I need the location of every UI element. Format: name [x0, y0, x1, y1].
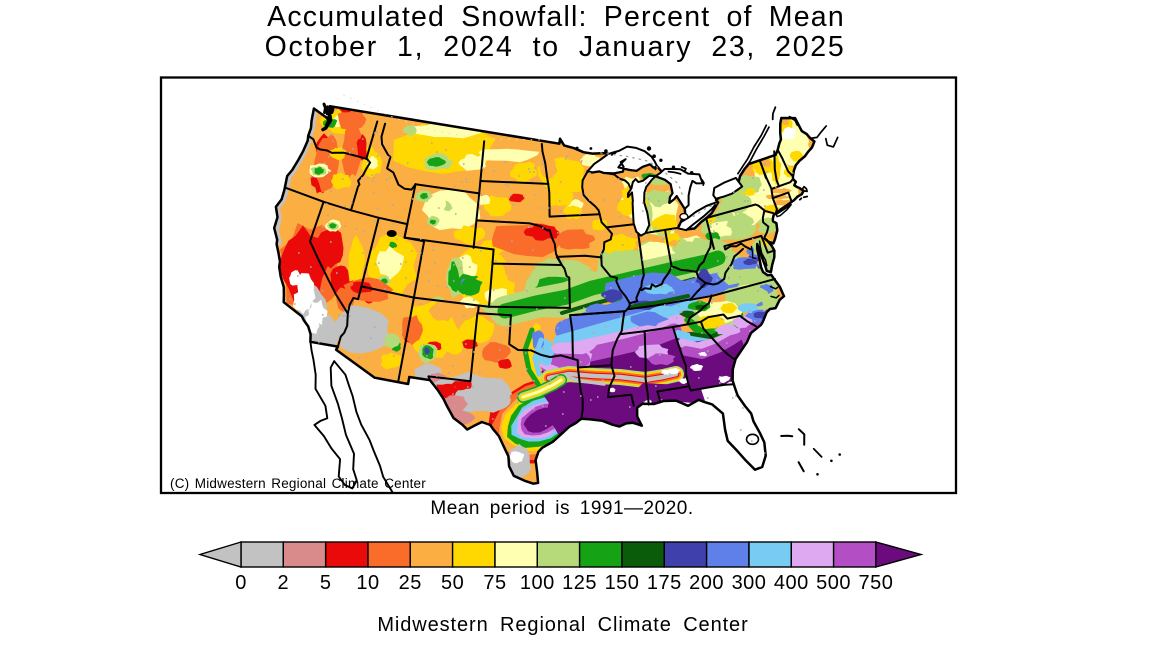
svg-text:175: 175: [647, 572, 682, 594]
svg-text:50: 50: [441, 572, 464, 594]
svg-text:750: 750: [858, 572, 893, 594]
svg-text:75: 75: [483, 572, 506, 594]
svg-text:500: 500: [816, 572, 851, 594]
svg-text:25: 25: [399, 572, 422, 594]
svg-text:Accumulated Snowfall: Percent: Accumulated Snowfall: Percent of Mean: [267, 1, 845, 33]
svg-text:0: 0: [235, 572, 247, 594]
svg-text:October 1, 2024 to January 23,: October 1, 2024 to January 23, 2025: [265, 31, 846, 63]
svg-text:10: 10: [356, 572, 379, 594]
svg-text:2: 2: [277, 572, 289, 594]
svg-text:200: 200: [689, 572, 724, 594]
svg-text:125: 125: [562, 572, 597, 594]
svg-text:Midwestern Regional Climate Ce: Midwestern Regional Climate Center: [377, 614, 748, 636]
svg-text:300: 300: [732, 572, 767, 594]
svg-text:5: 5: [320, 572, 332, 594]
svg-text:Mean period is 1991—2020.: Mean period is 1991—2020.: [430, 498, 693, 519]
svg-text:(C) Midwestern Regional Climat: (C) Midwestern Regional Climate Center: [170, 476, 426, 491]
svg-text:150: 150: [605, 572, 640, 594]
svg-text:100: 100: [520, 572, 555, 594]
svg-text:400: 400: [774, 572, 809, 594]
